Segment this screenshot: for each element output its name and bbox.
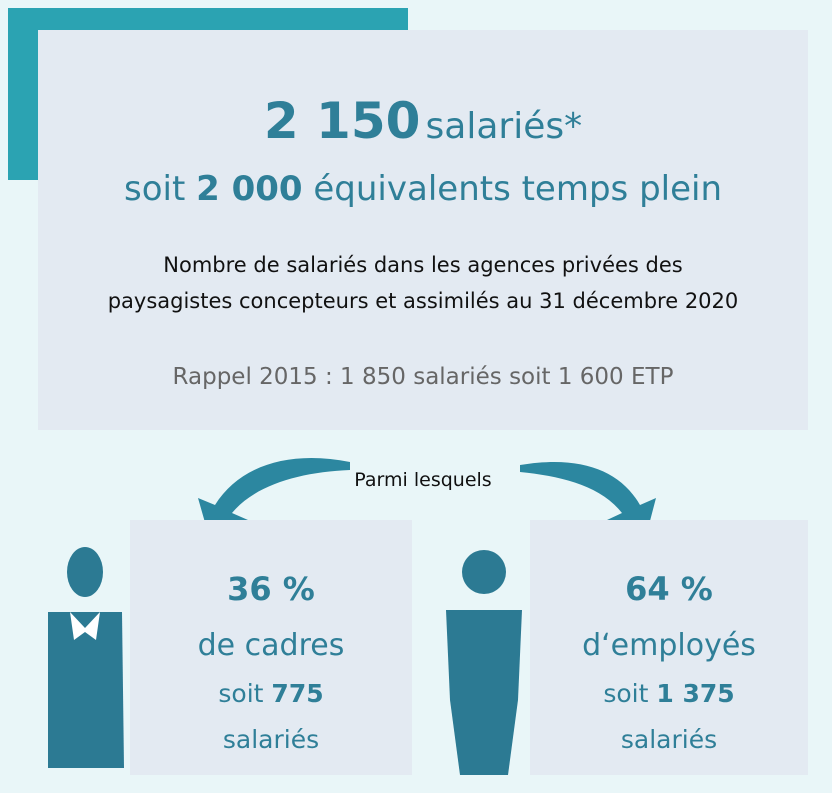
fte-line: soit 2 000 équivalents temps plein [124,169,722,209]
group-unit: salariés [621,725,717,754]
main-panel [38,30,808,430]
accent-top [8,8,408,32]
share: 36 % [227,570,315,608]
group-count: soit 1 375 [603,679,734,708]
headline: 2 150 salariés* [264,92,582,150]
group-panel [130,520,412,775]
divider-label: Parmi lesquels [354,469,491,491]
description: paysagistes concepteurs et assimilés au … [108,289,739,313]
group-unit: salariés [223,725,319,754]
arrow-left [198,457,350,540]
icon-manager [48,547,124,768]
accent-side [8,8,40,180]
group-panel [530,520,808,775]
reminder: Rappel 2015 : 1 850 salariés soit 1 600 … [173,364,674,390]
description: Nombre de salariés dans les agences priv… [163,253,682,277]
share: 64 % [625,570,713,608]
icon-employee [446,550,522,775]
group-label: de cadres [198,628,345,663]
group-label: d‘employés [582,628,756,663]
group-count: soit 775 [218,679,323,708]
